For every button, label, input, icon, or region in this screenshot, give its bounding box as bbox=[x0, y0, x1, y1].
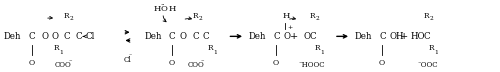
Text: 1: 1 bbox=[213, 50, 217, 55]
Text: R: R bbox=[310, 12, 316, 20]
Text: Deh: Deh bbox=[249, 32, 266, 41]
Text: O: O bbox=[283, 32, 290, 41]
Text: R: R bbox=[424, 12, 430, 20]
Text: ⁻: ⁻ bbox=[69, 59, 72, 67]
Text: 1: 1 bbox=[434, 50, 438, 55]
Text: Cl: Cl bbox=[124, 56, 132, 64]
Text: HO: HO bbox=[411, 32, 426, 41]
Text: C: C bbox=[75, 32, 82, 41]
Text: C: C bbox=[28, 32, 35, 41]
Text: ⁻OOC: ⁻OOC bbox=[418, 61, 438, 69]
Text: O: O bbox=[273, 59, 279, 67]
Text: R: R bbox=[208, 44, 213, 52]
Text: O: O bbox=[161, 5, 168, 13]
Text: +: + bbox=[290, 32, 298, 41]
Text: 2: 2 bbox=[198, 16, 202, 21]
Text: OH: OH bbox=[389, 32, 404, 41]
Text: Cl: Cl bbox=[86, 32, 96, 41]
Text: COO: COO bbox=[188, 61, 204, 69]
Text: C: C bbox=[169, 32, 175, 41]
Text: O: O bbox=[42, 32, 48, 41]
Text: C: C bbox=[273, 32, 280, 41]
Text: C: C bbox=[310, 32, 316, 41]
Text: H: H bbox=[283, 12, 290, 20]
Text: C: C bbox=[379, 32, 386, 41]
Text: Deh: Deh bbox=[355, 32, 372, 41]
Text: R: R bbox=[192, 12, 198, 20]
Text: O: O bbox=[169, 59, 175, 67]
Text: O: O bbox=[303, 32, 310, 41]
Text: 1: 1 bbox=[320, 50, 324, 55]
Text: 1: 1 bbox=[59, 50, 63, 55]
Text: R: R bbox=[429, 44, 434, 52]
Text: Deh: Deh bbox=[145, 32, 162, 41]
Text: C: C bbox=[63, 32, 70, 41]
Text: H: H bbox=[154, 5, 162, 13]
Text: ··: ·· bbox=[160, 0, 164, 8]
Text: O: O bbox=[28, 59, 34, 67]
Text: R: R bbox=[64, 12, 70, 20]
Text: C: C bbox=[424, 32, 430, 41]
Text: C: C bbox=[192, 32, 199, 41]
Text: C: C bbox=[202, 32, 209, 41]
Text: O: O bbox=[179, 32, 186, 41]
Text: R: R bbox=[315, 44, 320, 52]
Text: +: + bbox=[287, 25, 292, 30]
Text: +: + bbox=[400, 32, 408, 41]
Text: 2: 2 bbox=[316, 16, 320, 21]
Text: H: H bbox=[168, 5, 176, 13]
Text: Deh: Deh bbox=[4, 32, 21, 41]
Text: O: O bbox=[379, 59, 385, 67]
Text: O: O bbox=[52, 32, 59, 41]
Text: ⁻: ⁻ bbox=[129, 54, 132, 59]
Text: R: R bbox=[54, 44, 60, 52]
Text: COO: COO bbox=[55, 61, 72, 69]
Text: ⁻HOOC: ⁻HOOC bbox=[299, 61, 326, 69]
Text: ⁻: ⁻ bbox=[201, 59, 204, 67]
Text: 2: 2 bbox=[70, 16, 74, 21]
Text: 2: 2 bbox=[430, 16, 434, 21]
